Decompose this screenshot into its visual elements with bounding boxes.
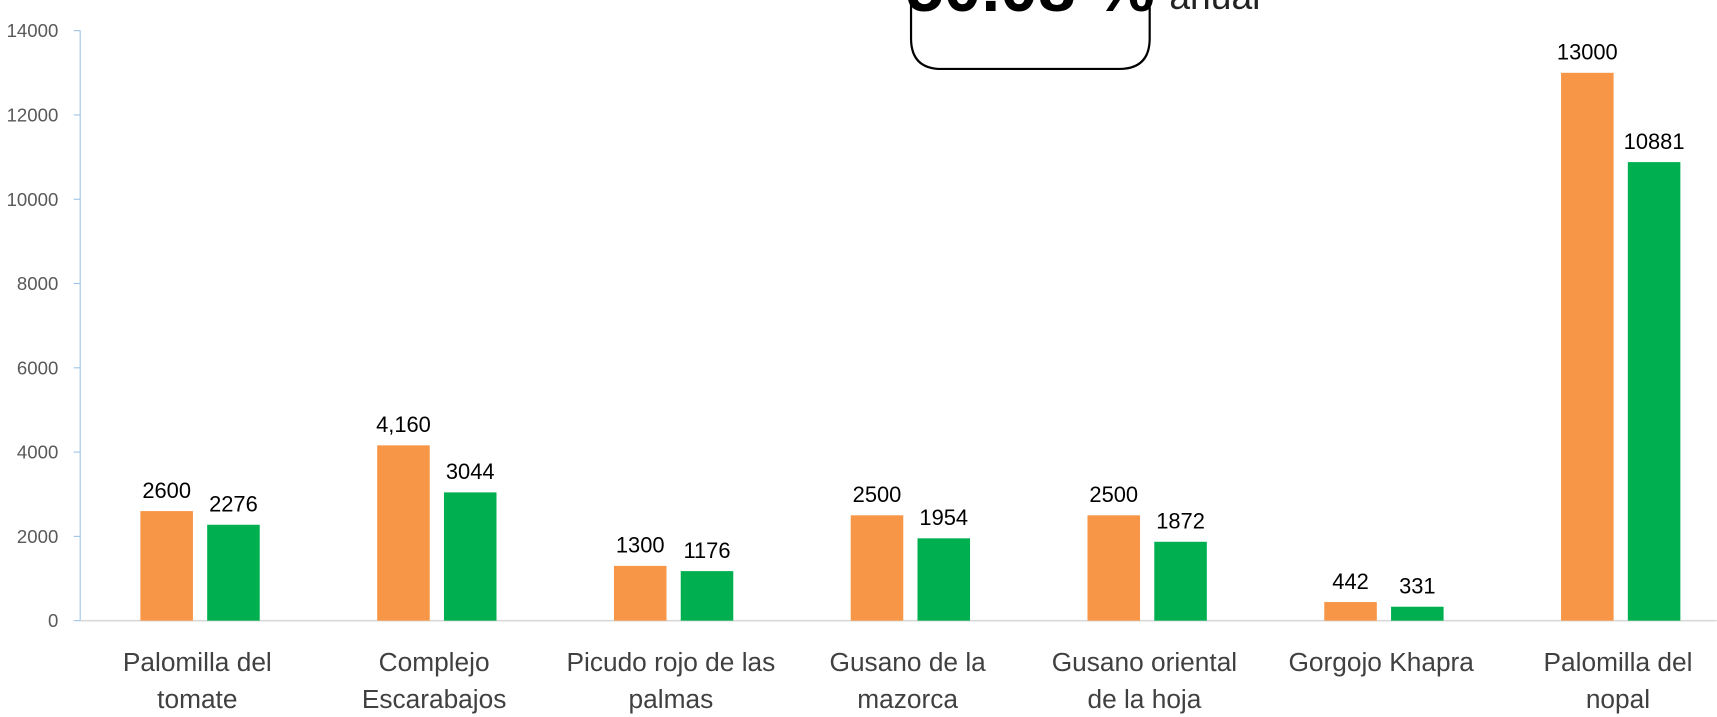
data-label: 4,160: [376, 412, 431, 437]
bar: [613, 565, 667, 621]
bar: [1391, 606, 1444, 621]
x-tick-label: Palomilla del: [1544, 647, 1693, 677]
x-tick-label: de la hoja: [1087, 684, 1201, 714]
data-label: 1872: [1156, 509, 1205, 534]
bar: [850, 515, 904, 621]
x-tick-label: Escarabajos: [362, 684, 507, 714]
data-label: 2276: [209, 492, 258, 517]
x-tick-label: Picudo rojo de las: [566, 647, 775, 677]
bar: [1154, 541, 1207, 621]
y-tick-label: 2000: [17, 526, 58, 547]
bar: [1561, 72, 1614, 621]
data-label: 1300: [616, 533, 665, 558]
callout-box: [909, 0, 1151, 71]
x-tick-label: Palomilla del: [123, 647, 272, 677]
y-tick-label: 6000: [17, 357, 58, 378]
bar: [1087, 515, 1141, 621]
data-label: 2600: [142, 478, 191, 503]
y-tick-label: 12000: [7, 105, 59, 126]
y-tick-label: 4000: [17, 442, 58, 463]
y-tick-label: 10000: [7, 189, 59, 210]
data-label: 2500: [1089, 482, 1138, 507]
x-tick-label: Gorgojo Khapra: [1288, 647, 1474, 677]
x-tick-label: mazorca: [857, 684, 958, 714]
bar: [1324, 602, 1377, 621]
callout-value: 50.08 %: [906, 0, 1155, 26]
x-tick-label: Gusano de la: [830, 647, 987, 677]
x-tick-label: palmas: [629, 684, 714, 714]
data-label: 3044: [446, 459, 495, 484]
x-tick-label: Complejo: [379, 647, 490, 677]
bar: [1627, 162, 1681, 621]
data-label: 331: [1399, 574, 1436, 599]
data-label: 1954: [919, 505, 968, 530]
bar: [443, 492, 497, 621]
bar: [140, 511, 193, 621]
bar: [917, 538, 971, 621]
data-label: 10881: [1624, 129, 1685, 154]
y-tick-label: 14000: [7, 20, 59, 41]
data-label: 13000: [1557, 40, 1618, 65]
y-tick-label: 0: [48, 610, 58, 631]
callout-text: anual: [1169, 0, 1260, 17]
bar: [377, 445, 430, 621]
data-label: 442: [1332, 569, 1369, 594]
x-tick-label: tomate: [157, 684, 237, 714]
x-tick-label: nopal: [1586, 684, 1650, 714]
x-tick-label: Gusano oriental: [1052, 647, 1237, 677]
data-label: 1176: [683, 538, 730, 563]
bar: [207, 524, 260, 621]
y-tick-label: 8000: [17, 273, 58, 294]
data-label: 2500: [853, 482, 902, 507]
bar: [680, 571, 734, 621]
